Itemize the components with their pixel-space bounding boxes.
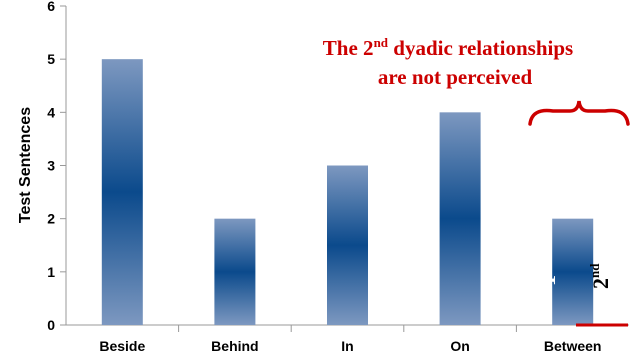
curly-brace-icon [528,100,630,126]
x-tick-label-beside: Beside [99,338,145,354]
x-tick-label-in: In [341,338,353,354]
second-ordinal-label: 2nd [587,263,613,289]
x-axis: Beside Behind In On Between [60,324,629,354]
y-axis: 0 1 2 3 4 5 6 [47,0,67,333]
y-tick-labels: 0 1 2 3 4 5 6 [47,0,66,333]
bar-beside [101,59,143,326]
x-tick-label-between: Between [544,338,602,354]
note-line-1-pre: The 2 [323,36,374,60]
first-ordinal-label: 1st [534,265,560,286]
y-tick-label: 3 [47,158,55,174]
y-axis-label: Test Sentences [17,107,34,223]
bar-between [552,218,594,325]
note-line-2: are not perceived [378,65,533,89]
x-tick-label-on: On [450,338,469,354]
note-line-1-post: dyadic relationships [388,36,573,60]
second-ordinal-sup: nd [587,263,602,278]
y-tick-label: 0 [47,317,55,333]
annotation-note: The 2nd dyadic relationships are not per… [323,35,630,126]
y-tick-label: 4 [47,104,55,120]
first-ordinal-sup: st [534,265,549,275]
first-ordinal-main: 1 [535,275,560,286]
bar-on [439,112,481,325]
note-line-1: The 2nd dyadic relationships [323,35,573,60]
y-tick-label: 1 [47,264,55,280]
x-tick-labels: Beside Behind In On Between [99,325,601,354]
y-tick-label: 6 [47,0,55,14]
note-line-1-sup: nd [374,35,389,50]
second-ordinal-main: 2 [588,278,613,289]
bar-in [327,165,368,325]
y-tick-label: 5 [47,51,55,67]
y-tick-label: 2 [47,211,55,227]
bars [101,59,594,326]
bar-behind [214,218,256,325]
x-tick-label-behind: Behind [211,338,258,354]
